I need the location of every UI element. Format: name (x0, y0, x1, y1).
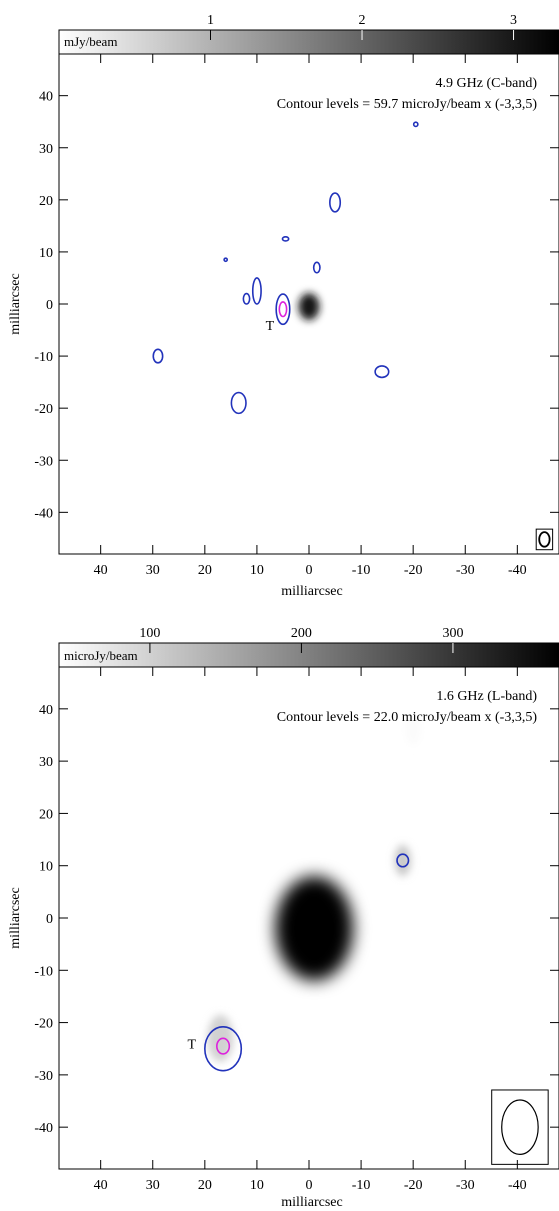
cband-y-tick-label: -30 (34, 454, 53, 469)
lband-y-tick-label: 30 (39, 755, 53, 770)
lband-plot-area (58, 666, 559, 1170)
cband-y-tick-label: 20 (39, 194, 53, 209)
cband-contour (312, 261, 321, 274)
cband-contour (412, 121, 419, 128)
cband-plot-area (58, 53, 559, 555)
lband-freq-label: 1.6 GHz (L-band) (436, 689, 537, 704)
lband-colorbar: microJy/beam 100 200 300 (58, 626, 559, 668)
cband-contour (281, 236, 290, 242)
cband-contours (152, 121, 419, 415)
lband-colorbar-tick-label: 100 (139, 626, 160, 641)
cband-colorbar-tick-label: 2 (359, 13, 366, 28)
lband-x-tick-label: 10 (250, 1178, 264, 1193)
cband-colorbar-tick-label: 3 (510, 13, 517, 28)
lband-colorbar-ticks: 100 200 300 (139, 626, 463, 653)
cband-x-tick-label: -20 (404, 563, 423, 578)
cband-contour (374, 365, 390, 379)
cband-beam (535, 528, 554, 551)
lband-contour (204, 1025, 243, 1072)
cband-y-tick-label: -10 (34, 350, 53, 365)
cband-y-tick-label: -40 (34, 506, 53, 521)
lband-emission-blob (405, 714, 421, 746)
lband-y-tick-label: 0 (46, 912, 53, 927)
lband-beam (491, 1089, 549, 1165)
lband-y-tick-label: -40 (34, 1121, 53, 1136)
lband-colorbar-tick-label: 200 (291, 626, 312, 641)
cband-colorbar-ticks: 1 2 3 (207, 13, 517, 40)
cband-x-tick-label: -30 (456, 563, 475, 578)
cband-contour (251, 277, 262, 305)
cband-x-tick-label: 40 (94, 563, 108, 578)
lband-x-tick-label: 40 (94, 1178, 108, 1193)
cband-contour-levels: Contour levels = 59.7 microJy/beam x (-3… (277, 97, 538, 112)
cband-x-tick-label: 10 (250, 563, 264, 578)
cband-freq-label: 4.9 GHz (C-band) (436, 76, 538, 91)
cband-contour (152, 348, 164, 364)
lband-x-tick-label: -30 (456, 1178, 475, 1193)
cband-y-tick-label: 40 (39, 90, 53, 105)
lband-contour (396, 853, 410, 868)
cband-contour (278, 301, 288, 318)
cband-contour (329, 192, 342, 213)
cband-colorbar: mJy/beam 1 2 3 (58, 13, 559, 55)
cband-y-axis-label: milliarcsec (8, 273, 23, 334)
cband-y-tick-label: 30 (39, 142, 53, 157)
lband-source-marker: T (188, 1038, 197, 1053)
cband-y-tick-label: 10 (39, 246, 53, 261)
lband-y-tick-label: 20 (39, 807, 53, 822)
lband-contours (204, 853, 410, 1072)
lband-y-tick-label: -30 (34, 1069, 53, 1084)
cband-panel: mJy/beam 1 2 3 4.9 GHz (C-band) Contour le… (8, 13, 559, 599)
lband-colorbar-tick-label: 300 (442, 626, 463, 641)
lband-y-axis-label: milliarcsec (8, 887, 23, 948)
cband-x-tick-label: 20 (198, 563, 212, 578)
lband-y-tick-label: 40 (39, 703, 53, 718)
lband-x-tick-label: -10 (352, 1178, 371, 1193)
lband-x-tick-label: 20 (198, 1178, 212, 1193)
lband-x-tick-label: -40 (508, 1178, 527, 1193)
cband-x-tick-label: 0 (306, 563, 313, 578)
lband-x-tick-label: 30 (146, 1178, 160, 1193)
lband-contour-levels: Contour levels = 22.0 microJy/beam x (-3… (277, 710, 538, 725)
lband-beam-box (491, 1089, 549, 1165)
cband-contour (223, 257, 229, 263)
cband-beam-ellipse (538, 531, 551, 548)
cband-axis-ticks (59, 54, 559, 554)
cband-y-tick-label: 0 (46, 298, 53, 313)
cband-contour (242, 292, 251, 305)
lband-contour (216, 1037, 231, 1055)
cband-x-tick-label: 30 (146, 563, 160, 578)
lband-x-tick-label: 0 (306, 1178, 313, 1193)
cband-contour (230, 391, 247, 415)
lband-y-tick-label: -10 (34, 964, 53, 979)
cband-emission-blob (298, 293, 320, 321)
lband-y-tick-labels: 40 30 20 10 0 -10 -20 -30 -40 (34, 703, 53, 1136)
lband-x-tick-label: -20 (404, 1178, 423, 1193)
lband-y-tick-label: 10 (39, 860, 53, 875)
cband-colorbar-label: mJy/beam (64, 34, 117, 49)
cband-y-tick-labels: 40 30 20 10 0 -10 -20 -30 -40 (34, 90, 53, 522)
lband-x-axis-label: milliarcsec (281, 1195, 342, 1210)
cband-x-axis-label: milliarcsec (281, 584, 342, 599)
cband-x-tick-label: -10 (352, 563, 371, 578)
cband-colorbar-tick-label: 1 (207, 13, 214, 28)
lband-beam-ellipse (501, 1099, 539, 1155)
lband-axis-ticks (59, 667, 559, 1169)
lband-colorbar-label: microJy/beam (64, 648, 138, 663)
cband-emission (298, 293, 320, 321)
lband-emission-blob (275, 876, 354, 981)
lband-panel: microJy/beam 100 200 300 1.6 GHz (L-band) … (8, 626, 559, 1210)
cband-y-tick-label: -20 (34, 402, 53, 417)
lband-emission-blob (394, 844, 412, 877)
cband-contour (275, 293, 291, 326)
lband-y-tick-label: -20 (34, 1017, 53, 1032)
cband-x-tick-label: -40 (508, 563, 527, 578)
lband-x-tick-labels: 40 30 20 10 0 -10 -20 -30 -40 (94, 1178, 527, 1193)
cband-x-tick-labels: 40 30 20 10 0 -10 -20 -30 -40 (94, 563, 527, 578)
cband-source-marker: T (266, 319, 275, 334)
